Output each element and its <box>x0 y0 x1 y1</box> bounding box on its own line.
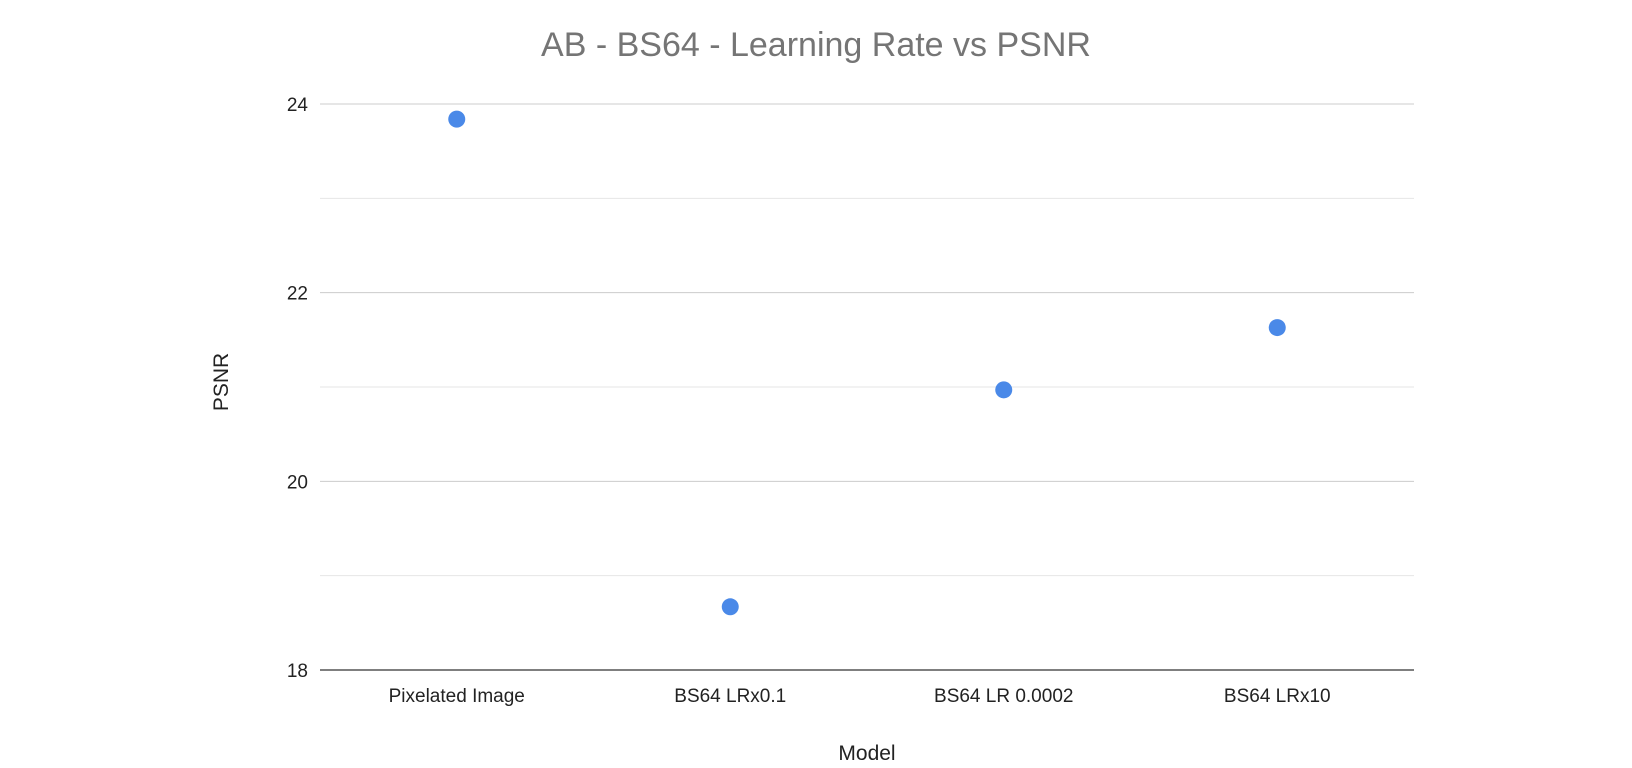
chart-title: AB - BS64 - Learning Rate vs PSNR <box>541 26 1091 64</box>
y-axis-ticks: 18 20 22 24 <box>287 95 309 682</box>
y-tick-label: 24 <box>287 95 309 116</box>
x-tick-label: Pixelated Image <box>389 686 525 707</box>
x-tick-label: BS64 LRx10 <box>1224 686 1331 707</box>
data-point[interactable] <box>995 381 1013 399</box>
y-tick-label: 18 <box>287 661 308 682</box>
y-tick-label: 22 <box>287 284 308 305</box>
gridlines <box>320 103 1414 671</box>
data-point[interactable] <box>721 598 739 616</box>
data-point[interactable] <box>448 110 466 128</box>
y-axis-title: PSNR <box>210 353 233 411</box>
y-tick-label: 20 <box>287 472 308 493</box>
x-axis-title: Model <box>838 742 895 765</box>
data-points <box>448 110 1286 616</box>
x-tick-label: BS64 LRx0.1 <box>674 686 786 707</box>
data-point[interactable] <box>1268 319 1286 337</box>
x-axis-ticks: Pixelated Image BS64 LRx0.1 BS64 LR 0.0002… <box>389 686 1331 707</box>
x-tick-label: BS64 LR 0.0002 <box>934 686 1073 707</box>
